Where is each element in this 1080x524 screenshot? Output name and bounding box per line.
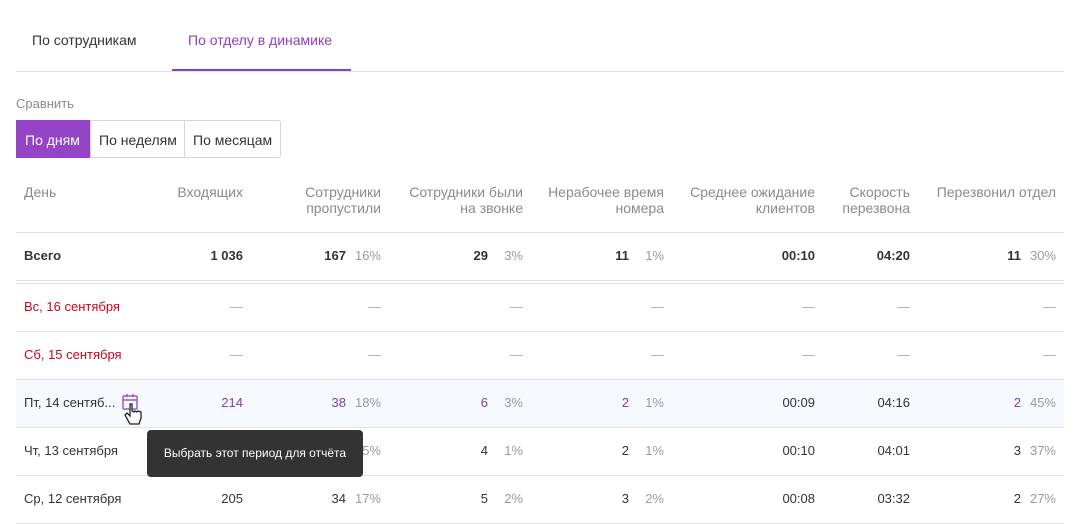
column-header: День xyxy=(24,184,57,200)
row-divider xyxy=(16,283,1064,284)
column-header: Перезвонил отдел xyxy=(936,184,1056,200)
calendar-icon[interactable] xyxy=(120,392,152,432)
tab-active[interactable]: По отделу в динамике xyxy=(188,32,333,48)
day-cell: Сб, 15 сентября xyxy=(24,347,122,362)
value-cell: — xyxy=(230,347,243,362)
tab-indicator xyxy=(172,69,351,71)
day-cell: Ср, 12 сентября xyxy=(24,491,122,506)
value-cell: — xyxy=(510,347,523,362)
value-cell: — xyxy=(897,347,910,362)
value-cell: 214 xyxy=(221,395,243,410)
compare-button-active[interactable]: По дням xyxy=(16,120,91,158)
day-cell: Пт, 14 сентяб... xyxy=(24,395,116,410)
compare-button[interactable]: По месяцам xyxy=(184,120,281,158)
value-cell: 00:09 xyxy=(782,395,815,410)
value-cell: 03:32 xyxy=(877,491,910,506)
tooltip: Выбрать этот период для отчёта xyxy=(147,430,363,477)
value-cell: 04:16 xyxy=(877,395,910,410)
column-header: Среднее ожидание клиентов xyxy=(690,184,815,216)
value-cell: 34 xyxy=(331,491,346,506)
value-cell: 167 xyxy=(324,248,346,263)
percent-cell: 1% xyxy=(645,443,664,458)
value-cell: 2 xyxy=(1013,491,1021,506)
value-cell: — xyxy=(651,347,664,362)
row-divider xyxy=(16,232,1064,233)
tab[interactable]: По сотрудникам xyxy=(32,32,137,48)
percent-cell: 2% xyxy=(645,491,664,506)
percent-cell: 3% xyxy=(504,248,523,263)
value-cell: 2 xyxy=(621,443,629,458)
compare-label: Сравнить xyxy=(16,96,74,111)
percent-cell: 30% xyxy=(1029,248,1056,263)
compare-button[interactable]: По неделям xyxy=(90,120,185,158)
value-cell: 04:20 xyxy=(876,248,910,263)
value-cell: 3 xyxy=(621,491,629,506)
value-cell: — xyxy=(802,299,815,314)
percent-cell: 16% xyxy=(354,248,381,263)
row-divider xyxy=(16,475,1064,476)
row-divider xyxy=(16,379,1064,380)
percent-cell: 45% xyxy=(1029,395,1056,410)
value-cell: 2 xyxy=(1013,395,1021,410)
value-cell: 38 xyxy=(331,395,346,410)
percent-cell: 27% xyxy=(1029,491,1056,506)
day-cell: Всего xyxy=(24,248,62,263)
percent-cell: 1% xyxy=(645,248,664,263)
column-header: Скорость перезвона xyxy=(842,184,910,216)
column-header: Сотрудники были на звонке xyxy=(409,184,523,216)
column-header: Нерабочее время номера xyxy=(548,184,664,216)
row-divider xyxy=(16,280,1064,281)
value-cell: — xyxy=(897,299,910,314)
percent-cell: 37% xyxy=(1029,443,1056,458)
percent-cell: 2% xyxy=(504,491,523,506)
value-cell: — xyxy=(368,299,381,314)
value-cell: 11 xyxy=(615,248,629,263)
row-divider xyxy=(16,331,1064,332)
value-cell: — xyxy=(802,347,815,362)
value-cell: — xyxy=(651,299,664,314)
value-cell: 3 xyxy=(1013,443,1021,458)
column-header: Сотрудники пропустили xyxy=(305,184,381,216)
column-header: Входящих xyxy=(177,184,243,200)
percent-cell: 18% xyxy=(354,395,381,410)
value-cell: 5 xyxy=(480,491,488,506)
value-cell: 29 xyxy=(473,248,488,263)
value-cell: — xyxy=(368,347,381,362)
value-cell: 04:01 xyxy=(877,443,910,458)
percent-cell: 1% xyxy=(645,395,664,410)
value-cell: 11 xyxy=(1007,248,1021,263)
percent-cell: 1% xyxy=(504,443,523,458)
value-cell: 2 xyxy=(621,395,629,410)
value-cell: 00:10 xyxy=(782,443,815,458)
value-cell: — xyxy=(230,299,243,314)
value-cell: — xyxy=(510,299,523,314)
value-cell: 205 xyxy=(221,491,243,506)
row-highlight xyxy=(16,380,1064,427)
day-cell: Вс, 16 сентября xyxy=(24,299,120,314)
value-cell: 4 xyxy=(480,443,488,458)
value-cell: — xyxy=(1043,299,1056,314)
row-divider xyxy=(16,427,1064,428)
tabs-divider xyxy=(16,71,1064,72)
percent-cell: 17% xyxy=(354,491,381,506)
value-cell: 1 036 xyxy=(210,248,243,263)
value-cell: — xyxy=(1043,347,1056,362)
value-cell: 6 xyxy=(480,395,488,410)
day-cell: Чт, 13 сентября xyxy=(24,443,118,458)
value-cell: 00:10 xyxy=(781,248,815,263)
percent-cell: 3% xyxy=(504,395,523,410)
value-cell: 00:08 xyxy=(782,491,815,506)
